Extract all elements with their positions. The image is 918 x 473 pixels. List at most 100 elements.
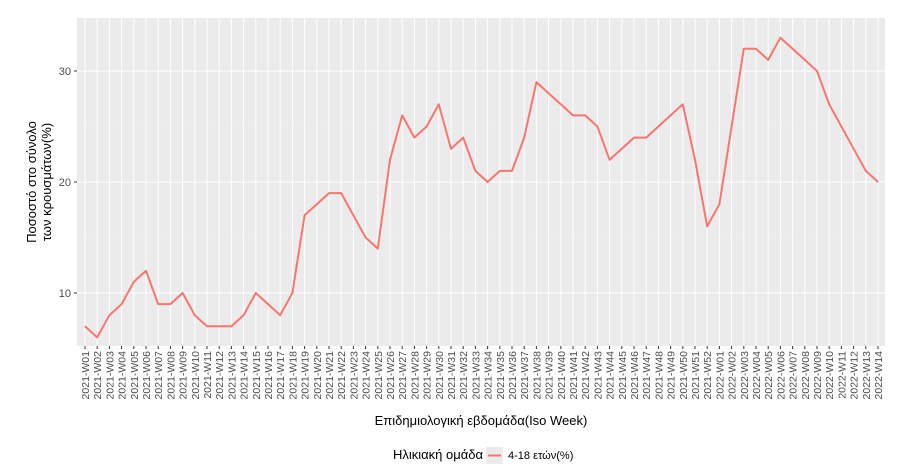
x-tick-label: 2021-W42: [580, 351, 592, 400]
data-point: [365, 237, 367, 239]
x-tick-label: 2022-W14: [873, 351, 885, 400]
data-point: [840, 126, 842, 128]
x-tick-label: 2021-W33: [470, 351, 482, 400]
data-point: [792, 48, 794, 50]
major-gridlines: [77, 18, 885, 346]
x-tick-label: 2021-W08: [165, 351, 177, 400]
data-point: [133, 281, 135, 283]
y-axis-ticks: 10 20 30: [59, 66, 77, 300]
data-point: [377, 248, 379, 250]
x-tick-label: 2022-W08: [800, 351, 812, 400]
data-point: [535, 81, 537, 83]
data-point: [694, 159, 696, 161]
x-axis-title: Επιδημιολογική εβδομάδα(Iso Week): [375, 413, 588, 428]
x-tick-label: 2021-W07: [153, 351, 165, 400]
data-point: [389, 159, 391, 161]
x-tick-label: 2022-W09: [812, 351, 824, 400]
data-point: [584, 114, 586, 116]
y-axis-title-line-2: των κρουσμάτων(%): [39, 123, 54, 241]
x-tick-label: 2021-W10: [190, 351, 202, 400]
x-tick-label: 2021-W05: [129, 351, 141, 400]
x-tick-label: 2021-W22: [336, 351, 348, 400]
data-point: [548, 92, 550, 94]
x-tick-label: 2021-W20: [312, 351, 324, 400]
x-tick-label: 2021-W31: [446, 351, 458, 400]
data-point: [267, 303, 269, 305]
data-point: [670, 114, 672, 116]
x-tick-label: 2021-W26: [385, 351, 397, 400]
data-point: [499, 170, 501, 172]
data-point: [853, 148, 855, 150]
x-tick-label: 2021-W28: [409, 351, 421, 400]
x-tick-label: 2021-W18: [287, 351, 299, 400]
x-tick-label: 2022-W04: [751, 351, 763, 400]
x-tick-label: 2021-W16: [263, 351, 275, 400]
data-point: [523, 137, 525, 139]
data-point: [96, 336, 98, 338]
data-point: [279, 314, 281, 316]
x-tick-label: 2021-W11: [202, 351, 214, 399]
data-point: [609, 159, 611, 161]
data-point: [865, 170, 867, 172]
x-tick-label: 2021-W06: [141, 351, 153, 400]
data-point: [560, 103, 562, 105]
x-tick-label: 2021-W49: [666, 351, 678, 400]
legend: Ηλικιακή ομάδα 4-18 ετών(%): [393, 447, 573, 464]
data-point: [828, 103, 830, 105]
x-tick-label: 2021-W51: [690, 351, 702, 400]
data-point: [145, 270, 147, 272]
x-tick-label: 2022-W07: [788, 351, 800, 400]
legend-entry-label: 4-18 ετών(%): [508, 450, 573, 462]
x-tick-label: 2021-W14: [239, 351, 251, 400]
y-tick-label: 30: [59, 66, 71, 78]
data-point: [304, 214, 306, 216]
x-tick-label: 2021-W48: [653, 351, 665, 400]
data-point: [182, 292, 184, 294]
data-point: [633, 137, 635, 139]
data-point: [682, 103, 684, 105]
x-tick-label: 2021-W09: [178, 351, 190, 400]
x-tick-label: 2021-W13: [226, 351, 238, 400]
data-point: [121, 303, 123, 305]
data-point: [316, 203, 318, 205]
x-tick-label: 2021-W32: [458, 351, 470, 400]
x-tick-label: 2021-W40: [556, 351, 568, 400]
data-point: [462, 137, 464, 139]
x-tick-label: 2021-W03: [104, 351, 116, 400]
data-point: [426, 126, 428, 128]
data-point: [487, 181, 489, 183]
data-point: [755, 48, 757, 50]
data-point: [352, 214, 354, 216]
x-tick-label: 2021-W29: [422, 351, 434, 400]
data-point: [243, 314, 245, 316]
x-tick-label: 2022-W13: [861, 351, 873, 400]
data-point: [511, 170, 513, 172]
x-tick-label: 2021-W12: [214, 351, 226, 400]
y-tick-label: 10: [59, 288, 71, 300]
x-tick-label: 2022-W10: [824, 351, 836, 400]
x-tick-label: 2021-W30: [434, 351, 446, 400]
data-point: [731, 126, 733, 128]
data-point: [718, 203, 720, 205]
data-point: [816, 70, 818, 72]
x-tick-label: 2021-W43: [592, 351, 604, 400]
minor-gridlines: [77, 126, 885, 349]
x-tick-label: 2021-W38: [531, 351, 543, 400]
x-tick-label: 2021-W45: [617, 351, 629, 400]
x-tick-label: 2021-W34: [483, 351, 495, 400]
x-tick-label: 2021-W47: [641, 351, 653, 400]
x-tick-label: 2022-W12: [849, 351, 861, 400]
data-point: [621, 148, 623, 150]
x-tick-label: 2021-W27: [397, 351, 409, 400]
data-point: [413, 137, 415, 139]
data-point: [438, 103, 440, 105]
x-tick-label: 2022-W03: [739, 351, 751, 400]
x-axis-ticks: 2021-W01 2021-W02 2021-W03 2021-W04 2021-W05…: [80, 346, 885, 399]
series-line: [84, 36, 879, 339]
x-tick-label: 2021-W04: [117, 351, 129, 400]
x-tick-label: 2022-W01: [714, 351, 726, 400]
data-point: [779, 37, 781, 39]
x-tick-label: 2021-W35: [495, 351, 507, 400]
data-point: [218, 325, 220, 327]
